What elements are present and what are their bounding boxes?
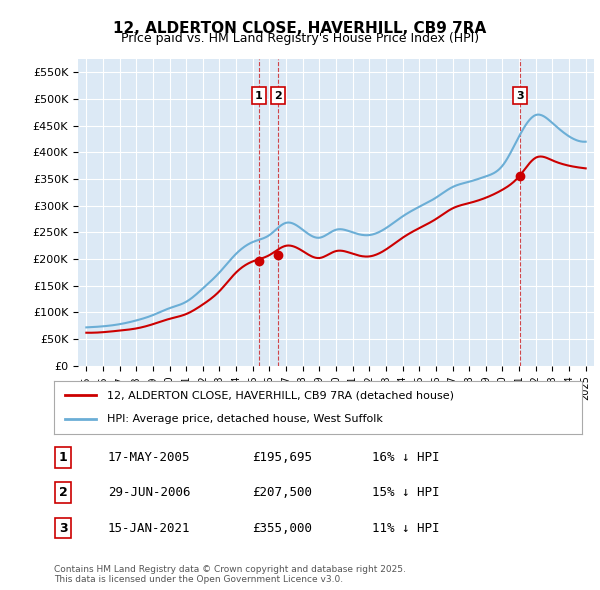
Text: 17-MAY-2005: 17-MAY-2005 <box>108 451 191 464</box>
Text: Price paid vs. HM Land Registry's House Price Index (HPI): Price paid vs. HM Land Registry's House … <box>121 32 479 45</box>
Text: 16% ↓ HPI: 16% ↓ HPI <box>372 451 439 464</box>
Text: Contains HM Land Registry data © Crown copyright and database right 2025.
This d: Contains HM Land Registry data © Crown c… <box>54 565 406 584</box>
Text: 1: 1 <box>255 91 263 101</box>
Text: £195,695: £195,695 <box>252 451 312 464</box>
Text: £355,000: £355,000 <box>252 522 312 535</box>
Text: 1: 1 <box>59 451 67 464</box>
Text: 12, ALDERTON CLOSE, HAVERHILL, CB9 7RA (detached house): 12, ALDERTON CLOSE, HAVERHILL, CB9 7RA (… <box>107 391 454 401</box>
Text: 2: 2 <box>274 91 281 101</box>
Text: £207,500: £207,500 <box>252 486 312 499</box>
Text: 2: 2 <box>59 486 67 499</box>
Text: 29-JUN-2006: 29-JUN-2006 <box>108 486 191 499</box>
Text: 11% ↓ HPI: 11% ↓ HPI <box>372 522 439 535</box>
Text: 12, ALDERTON CLOSE, HAVERHILL, CB9 7RA: 12, ALDERTON CLOSE, HAVERHILL, CB9 7RA <box>113 21 487 35</box>
Text: 3: 3 <box>59 522 67 535</box>
Text: 15% ↓ HPI: 15% ↓ HPI <box>372 486 439 499</box>
Text: HPI: Average price, detached house, West Suffolk: HPI: Average price, detached house, West… <box>107 414 383 424</box>
Text: 3: 3 <box>516 91 524 101</box>
Text: 15-JAN-2021: 15-JAN-2021 <box>108 522 191 535</box>
